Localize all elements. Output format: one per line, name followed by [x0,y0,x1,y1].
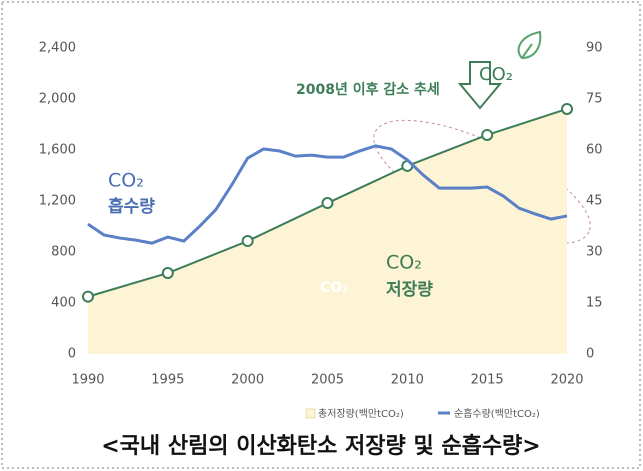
x-tick-label: 2005 [311,373,344,388]
x-tick-label: 2020 [550,373,583,388]
y-tick-label: 2,000 [39,92,76,107]
annotation: CO₂ [320,280,348,296]
y-tick-label: 1,600 [39,143,76,158]
marker [321,197,334,210]
caption: <국내 산림의 이산화탄소 저장량 및 순흡수량> [101,434,540,459]
annotation: CO₂ [108,170,144,192]
y-tick-label: 800 [51,245,76,260]
marker [481,128,494,141]
leaf-icon [517,30,542,60]
y2-tick-label: 60 [586,143,603,158]
annotation: 흡수량 [108,196,155,217]
y-tick-label: 1,200 [39,194,76,209]
annotation: 2008년 이후 감소 추세 [296,81,440,98]
y-tick-label: 0 [68,347,76,362]
marker [82,290,94,303]
highlight-ellipse [373,119,591,245]
y2-tick-label: 15 [586,296,603,311]
annotation: CO₂ [479,64,513,85]
legend-swatch [305,408,316,419]
x-tick-label: 2000 [231,373,264,388]
y-tick-label: 2,400 [39,41,76,56]
y2-tick-label: 45 [586,194,603,209]
x-tick-label: 1990 [71,373,104,388]
legend-label: 총저장량(백만tCO₂) [318,408,404,420]
x-tick-label: 1995 [151,373,184,388]
absorption-line [87,144,568,245]
y2-tick-label: 0 [586,347,594,362]
marker [161,267,174,280]
y2-tick-label: 30 [586,245,603,260]
arrow-icon [457,61,503,110]
x-tick-label: 2010 [391,373,424,388]
y2-tick-label: 75 [586,92,603,107]
legend-label: 순흡수량(백만tCO₂) [454,407,540,420]
y-tick-label: 400 [51,296,76,311]
marker [241,235,254,248]
x-tick-label: 2015 [471,373,504,388]
y2-tick-label: 90 [586,41,603,56]
annotation: 저장량 [386,280,433,300]
annotation: CO₂ [386,252,422,274]
marker [561,102,573,115]
area [88,108,567,354]
